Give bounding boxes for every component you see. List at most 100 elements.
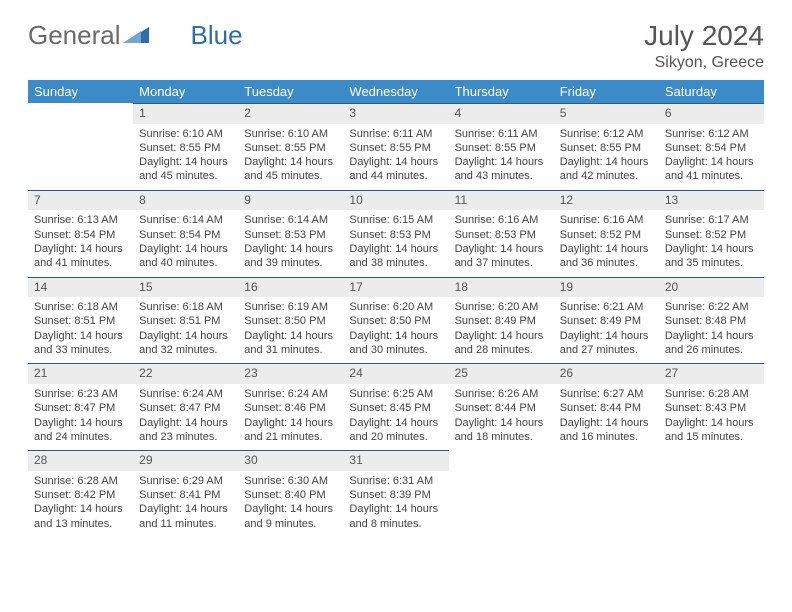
day-line: Daylight: 14 hours and 30 minutes. bbox=[349, 329, 442, 358]
day-line: Sunrise: 6:20 AM bbox=[455, 300, 548, 314]
day-number: 2 bbox=[238, 103, 343, 124]
day-cell: 16Sunrise: 6:19 AMSunset: 8:50 PMDayligh… bbox=[238, 277, 343, 364]
day-number: 14 bbox=[28, 277, 133, 298]
day-line: Sunrise: 6:22 AM bbox=[665, 300, 758, 314]
day-number: 22 bbox=[133, 363, 238, 384]
day-number: 28 bbox=[28, 450, 133, 471]
day-line: Sunrise: 6:30 AM bbox=[244, 474, 337, 488]
day-cell: 26Sunrise: 6:27 AMSunset: 8:44 PMDayligh… bbox=[554, 363, 659, 450]
day-line: Sunset: 8:47 PM bbox=[139, 401, 232, 415]
day-line: Daylight: 14 hours and 15 minutes. bbox=[665, 416, 758, 445]
day-line: Sunrise: 6:20 AM bbox=[349, 300, 442, 314]
day-details: Sunrise: 6:20 AMSunset: 8:50 PMDaylight:… bbox=[343, 297, 448, 363]
day-cell bbox=[659, 450, 764, 537]
day-line: Sunset: 8:51 PM bbox=[139, 314, 232, 328]
day-details: Sunrise: 6:20 AMSunset: 8:49 PMDaylight:… bbox=[449, 297, 554, 363]
day-number: 15 bbox=[133, 277, 238, 298]
day-line: Sunrise: 6:31 AM bbox=[349, 474, 442, 488]
day-number: 23 bbox=[238, 363, 343, 384]
day-line: Daylight: 14 hours and 9 minutes. bbox=[244, 502, 337, 531]
day-line: Daylight: 14 hours and 33 minutes. bbox=[34, 329, 127, 358]
day-cell: 27Sunrise: 6:28 AMSunset: 8:43 PMDayligh… bbox=[659, 363, 764, 450]
day-line: Sunset: 8:41 PM bbox=[139, 488, 232, 502]
day-line: Sunrise: 6:10 AM bbox=[244, 127, 337, 141]
day-line: Daylight: 14 hours and 32 minutes. bbox=[139, 329, 232, 358]
day-details: Sunrise: 6:21 AMSunset: 8:49 PMDaylight:… bbox=[554, 297, 659, 363]
day-details: Sunrise: 6:12 AMSunset: 8:55 PMDaylight:… bbox=[554, 124, 659, 190]
day-number: 24 bbox=[343, 363, 448, 384]
day-number: 1 bbox=[133, 103, 238, 124]
day-details: Sunrise: 6:22 AMSunset: 8:48 PMDaylight:… bbox=[659, 297, 764, 363]
day-line: Daylight: 14 hours and 23 minutes. bbox=[139, 416, 232, 445]
day-line: Sunset: 8:50 PM bbox=[349, 314, 442, 328]
day-line: Sunset: 8:44 PM bbox=[560, 401, 653, 415]
day-line: Sunrise: 6:12 AM bbox=[665, 127, 758, 141]
day-details: Sunrise: 6:11 AMSunset: 8:55 PMDaylight:… bbox=[343, 124, 448, 190]
day-details: Sunrise: 6:18 AMSunset: 8:51 PMDaylight:… bbox=[133, 297, 238, 363]
day-cell: 11Sunrise: 6:16 AMSunset: 8:53 PMDayligh… bbox=[449, 190, 554, 277]
calendar-body: 1Sunrise: 6:10 AMSunset: 8:55 PMDaylight… bbox=[28, 103, 764, 537]
day-cell: 3Sunrise: 6:11 AMSunset: 8:55 PMDaylight… bbox=[343, 103, 448, 190]
day-details: Sunrise: 6:30 AMSunset: 8:40 PMDaylight:… bbox=[238, 471, 343, 537]
day-line: Sunset: 8:55 PM bbox=[139, 141, 232, 155]
table-row: 7Sunrise: 6:13 AMSunset: 8:54 PMDaylight… bbox=[28, 190, 764, 277]
day-line: Daylight: 14 hours and 41 minutes. bbox=[34, 242, 127, 271]
day-number: 25 bbox=[449, 363, 554, 384]
day-header: Thursday bbox=[449, 80, 554, 103]
day-line: Daylight: 14 hours and 40 minutes. bbox=[139, 242, 232, 271]
day-line: Sunset: 8:53 PM bbox=[244, 228, 337, 242]
day-line: Daylight: 14 hours and 35 minutes. bbox=[665, 242, 758, 271]
day-line: Sunrise: 6:16 AM bbox=[455, 213, 548, 227]
page: General Blue July 2024 Sikyon, Greece Su… bbox=[0, 0, 792, 557]
day-cell: 6Sunrise: 6:12 AMSunset: 8:54 PMDaylight… bbox=[659, 103, 764, 190]
day-details: Sunrise: 6:14 AMSunset: 8:53 PMDaylight:… bbox=[238, 210, 343, 276]
table-row: 28Sunrise: 6:28 AMSunset: 8:42 PMDayligh… bbox=[28, 450, 764, 537]
day-line: Daylight: 14 hours and 20 minutes. bbox=[349, 416, 442, 445]
day-line: Sunset: 8:52 PM bbox=[665, 228, 758, 242]
day-line: Daylight: 14 hours and 44 minutes. bbox=[349, 155, 442, 184]
day-number: 6 bbox=[659, 103, 764, 124]
day-number: 21 bbox=[28, 363, 133, 384]
day-number: 20 bbox=[659, 277, 764, 298]
day-line: Sunset: 8:39 PM bbox=[349, 488, 442, 502]
day-line: Sunrise: 6:25 AM bbox=[349, 387, 442, 401]
day-cell: 2Sunrise: 6:10 AMSunset: 8:55 PMDaylight… bbox=[238, 103, 343, 190]
day-cell bbox=[28, 103, 133, 190]
day-details: Sunrise: 6:24 AMSunset: 8:46 PMDaylight:… bbox=[238, 384, 343, 450]
day-number: 12 bbox=[554, 190, 659, 211]
day-number: 18 bbox=[449, 277, 554, 298]
day-line: Sunset: 8:50 PM bbox=[244, 314, 337, 328]
day-line: Sunset: 8:53 PM bbox=[349, 228, 442, 242]
day-line: Daylight: 14 hours and 39 minutes. bbox=[244, 242, 337, 271]
day-cell: 24Sunrise: 6:25 AMSunset: 8:45 PMDayligh… bbox=[343, 363, 448, 450]
day-details: Sunrise: 6:28 AMSunset: 8:43 PMDaylight:… bbox=[659, 384, 764, 450]
day-details: Sunrise: 6:11 AMSunset: 8:55 PMDaylight:… bbox=[449, 124, 554, 190]
day-line: Daylight: 14 hours and 11 minutes. bbox=[139, 502, 232, 531]
day-cell: 19Sunrise: 6:21 AMSunset: 8:49 PMDayligh… bbox=[554, 277, 659, 364]
day-cell: 28Sunrise: 6:28 AMSunset: 8:42 PMDayligh… bbox=[28, 450, 133, 537]
day-line: Sunset: 8:55 PM bbox=[349, 141, 442, 155]
day-cell: 22Sunrise: 6:24 AMSunset: 8:47 PMDayligh… bbox=[133, 363, 238, 450]
day-line: Sunset: 8:55 PM bbox=[455, 141, 548, 155]
day-cell: 10Sunrise: 6:15 AMSunset: 8:53 PMDayligh… bbox=[343, 190, 448, 277]
day-details: Sunrise: 6:17 AMSunset: 8:52 PMDaylight:… bbox=[659, 210, 764, 276]
day-number: 3 bbox=[343, 103, 448, 124]
day-cell: 7Sunrise: 6:13 AMSunset: 8:54 PMDaylight… bbox=[28, 190, 133, 277]
day-details: Sunrise: 6:24 AMSunset: 8:47 PMDaylight:… bbox=[133, 384, 238, 450]
day-number: 31 bbox=[343, 450, 448, 471]
triangle-icon bbox=[123, 23, 149, 48]
day-line: Sunrise: 6:28 AM bbox=[665, 387, 758, 401]
day-line: Daylight: 14 hours and 16 minutes. bbox=[560, 416, 653, 445]
day-cell: 17Sunrise: 6:20 AMSunset: 8:50 PMDayligh… bbox=[343, 277, 448, 364]
day-line: Sunset: 8:49 PM bbox=[455, 314, 548, 328]
day-number: 8 bbox=[133, 190, 238, 211]
table-row: 21Sunrise: 6:23 AMSunset: 8:47 PMDayligh… bbox=[28, 363, 764, 450]
day-header: Tuesday bbox=[238, 80, 343, 103]
day-line: Sunrise: 6:18 AM bbox=[34, 300, 127, 314]
day-line: Sunset: 8:43 PM bbox=[665, 401, 758, 415]
day-cell: 13Sunrise: 6:17 AMSunset: 8:52 PMDayligh… bbox=[659, 190, 764, 277]
day-line: Daylight: 14 hours and 36 minutes. bbox=[560, 242, 653, 271]
day-line: Daylight: 14 hours and 13 minutes. bbox=[34, 502, 127, 531]
location-label: Sikyon, Greece bbox=[644, 54, 764, 72]
table-row: 1Sunrise: 6:10 AMSunset: 8:55 PMDaylight… bbox=[28, 103, 764, 190]
